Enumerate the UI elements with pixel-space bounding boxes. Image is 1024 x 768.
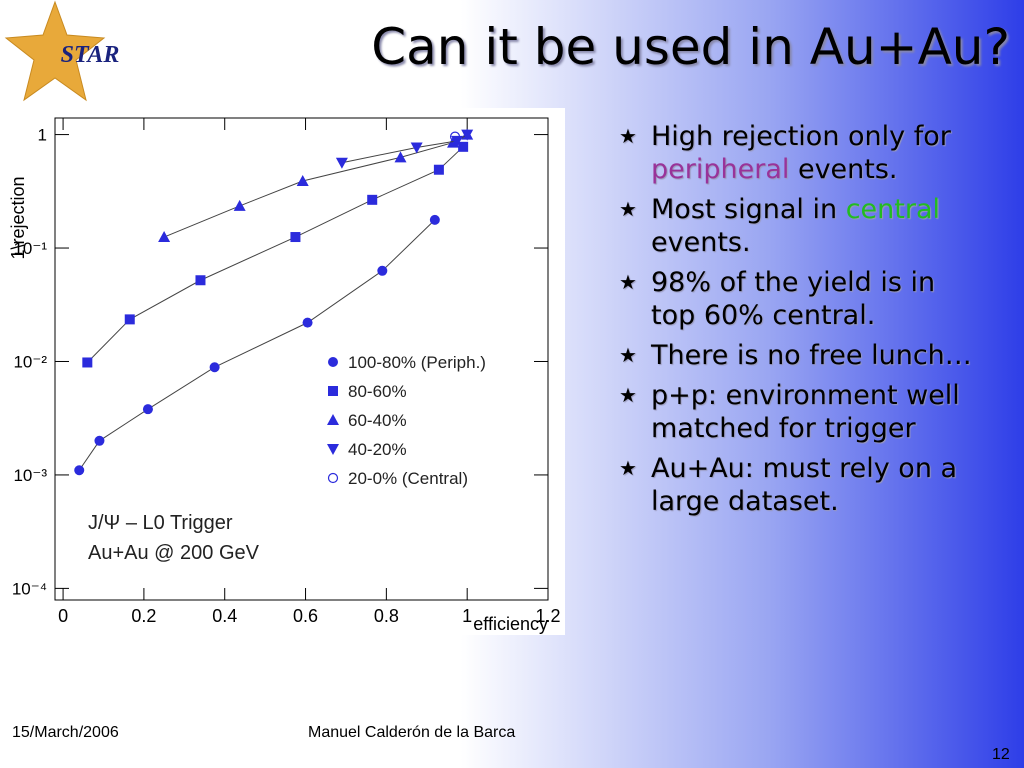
bullet-list: High rejection only for peripheral event… [615, 120, 985, 525]
y-tick-label: 10⁻² [13, 352, 47, 371]
bullet-text: events. [651, 227, 751, 258]
annotation: Au+Au @ 200 GeV [88, 542, 260, 564]
legend-label: 60-40% [348, 411, 407, 430]
marker [461, 129, 474, 141]
marker [377, 265, 388, 276]
series-line [341, 134, 468, 164]
legend-label: 20-0% (Central) [348, 469, 468, 488]
bullet: Au+Au: must rely on a large dataset. [615, 452, 985, 518]
footer-date: 15/March/2006 [12, 724, 119, 741]
x-tick-label: 1 [462, 606, 472, 626]
marker [429, 214, 440, 225]
y-tick-label: 10⁻⁴ [12, 579, 47, 598]
chart-background [0, 108, 565, 635]
x-tick-label: 0.8 [374, 606, 399, 626]
marker [124, 314, 135, 325]
x-tick-label: 0.2 [131, 606, 156, 626]
bullet-text: Most signal in [651, 194, 846, 225]
marker [458, 141, 469, 152]
marker [302, 317, 313, 328]
bullet-text: 98% of the yield is in top 60% central. [651, 267, 936, 331]
x-axis-label: efficiency [473, 614, 548, 634]
x-tick-label: 0.4 [212, 606, 237, 626]
marker [233, 199, 246, 211]
marker [94, 435, 105, 446]
bullet-text: There is no free lunch… [651, 340, 972, 371]
marker [327, 414, 339, 425]
bullet: Most signal in central events. [615, 193, 985, 259]
bullet-text: peripheral [651, 154, 790, 185]
plot-frame [54, 117, 549, 601]
bullet-text: events. [789, 154, 898, 185]
bullet: There is no free lunch… [615, 339, 985, 372]
marker [209, 362, 220, 373]
marker [327, 444, 339, 455]
y-tick-label: 10⁻³ [13, 466, 47, 485]
x-tick-label: 0 [58, 606, 68, 626]
bullet-text: p+p: environment well matched for trigge… [651, 380, 960, 444]
logo-star [4, 0, 106, 102]
marker [410, 142, 423, 154]
legend-label: 40-20% [348, 440, 407, 459]
annotation: J/Ψ – L0 Trigger [88, 512, 233, 534]
page-number: 12 [992, 746, 1010, 763]
marker [394, 151, 407, 163]
chart: 0 0.2 0.4 0.6 0.8 1 1.210⁻⁴10⁻³10⁻²10⁻¹1effici… [0, 108, 565, 635]
bullet-text: central [845, 194, 941, 225]
legend-label: 100-80% (Periph.) [348, 353, 486, 372]
x-tick-label: 0.6 [293, 606, 318, 626]
legend-label: 80-60% [348, 382, 407, 401]
marker [290, 232, 301, 243]
bullet: 98% of the yield is in top 60% central. [615, 266, 985, 332]
marker [158, 231, 171, 243]
marker [328, 386, 338, 396]
x-tick-label: 1.2 [535, 606, 560, 626]
marker [335, 157, 348, 169]
y-tick-label: 1 [38, 126, 47, 145]
bullet: p+p: environment well matched for trigge… [615, 379, 985, 445]
footer-author: Manuel Calderón de la Barca [308, 724, 516, 741]
marker [74, 465, 85, 476]
y-axis-label: 1\rejection [8, 176, 28, 259]
bullet-text: High rejection only for [651, 121, 951, 152]
marker [142, 404, 153, 415]
marker [433, 164, 444, 175]
marker [327, 472, 339, 484]
marker [451, 135, 464, 147]
slide-title: Can it be used in Au+Au? [371, 18, 1010, 76]
logo-text: STAR [61, 42, 120, 68]
marker [82, 357, 93, 368]
bullet: High rejection only for peripheral event… [615, 120, 985, 186]
logo: STAR [4, 0, 120, 102]
marker [367, 194, 378, 205]
marker [328, 357, 338, 367]
marker [195, 275, 206, 286]
marker [296, 174, 309, 186]
bullet-text: Au+Au: must rely on a large dataset. [651, 453, 958, 517]
y-tick-label: 10⁻¹ [13, 239, 47, 258]
marker [449, 131, 461, 142]
